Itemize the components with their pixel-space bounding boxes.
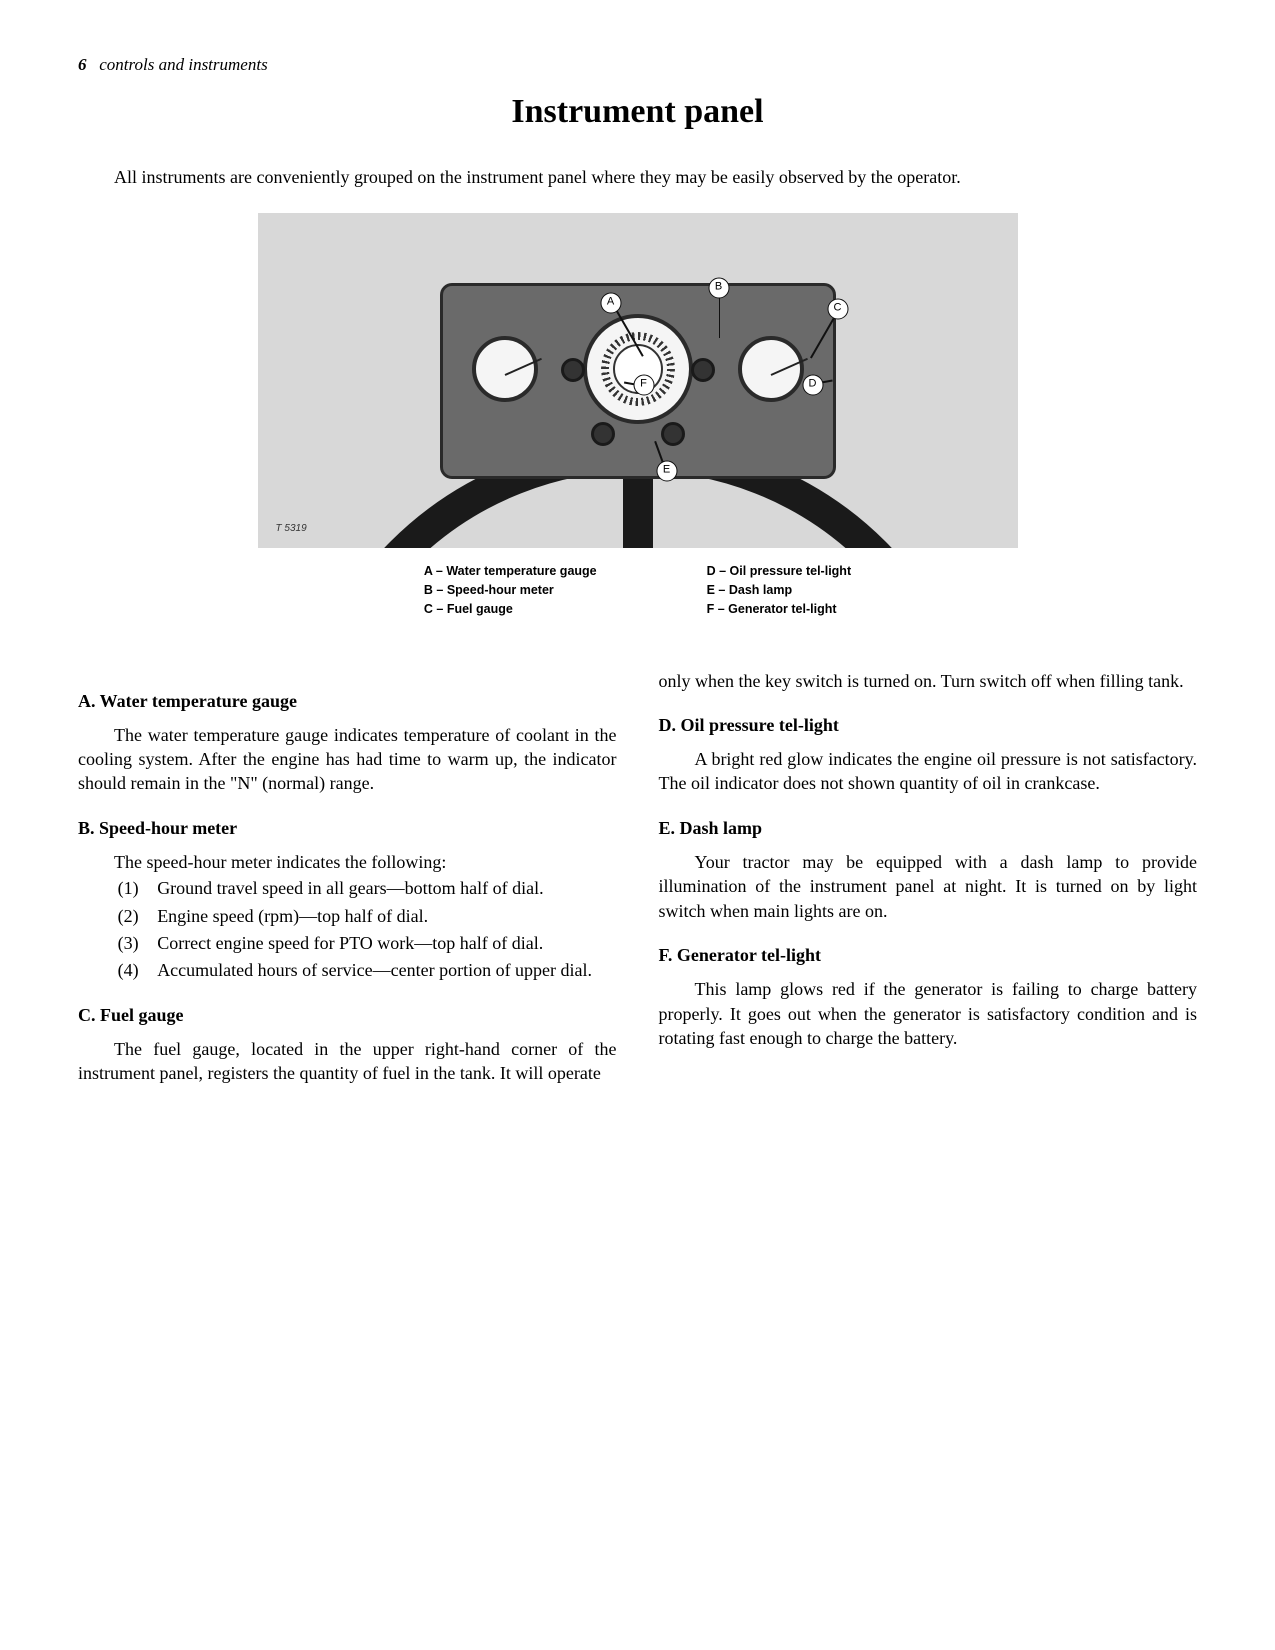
document-page: 6 controls and instruments Instrument pa…: [0, 0, 1275, 1650]
callout-C: C: [827, 299, 848, 320]
section-heading-E: E. Dash lamp: [659, 816, 1198, 840]
section-heading-C: C. Fuel gauge: [78, 1003, 617, 1027]
list-item: (2)Engine speed (rpm)—top half of dial.: [118, 904, 617, 928]
section-heading-B: B. Speed-hour meter: [78, 816, 617, 840]
section-C-text: The fuel gauge, located in the upper rig…: [78, 1037, 617, 1086]
legend-left: A – Water temperature gauge B – Speed-ho…: [424, 562, 597, 618]
section-B-intro: The speed-hour meter indicates the follo…: [78, 850, 617, 874]
list-item: (4)Accumulated hours of service—center p…: [118, 958, 617, 982]
section-C-text-continued: only when the key switch is turned on. T…: [659, 669, 1198, 693]
oil-pressure-tel-light: [691, 358, 715, 382]
right-column: only when the key switch is turned on. T…: [659, 669, 1198, 1096]
fuel-gauge: [738, 336, 804, 402]
legend-item: F – Generator tel-light: [707, 600, 851, 619]
list-item: (1)Ground travel speed in all gears—bott…: [118, 876, 617, 900]
legend-right: D – Oil pressure tel-light E – Dash lamp…: [707, 562, 851, 618]
water-temp-gauge: [472, 336, 538, 402]
section-name: controls and instruments: [99, 55, 267, 74]
callout-F: F: [633, 375, 654, 396]
section-E-text: Your tractor may be equipped with a dash…: [659, 850, 1198, 923]
legend-item: C – Fuel gauge: [424, 600, 597, 619]
figure-id: T 5319: [276, 523, 307, 534]
body-columns: A. Water temperature gauge The water tem…: [78, 669, 1197, 1096]
generator-tel-light: [561, 358, 585, 382]
section-heading-D: D. Oil pressure tel-light: [659, 713, 1198, 737]
figure-legend: A – Water temperature gauge B – Speed-ho…: [78, 562, 1197, 618]
instrument-panel-figure: A B C D E F T 5319: [258, 213, 1018, 548]
legend-item: A – Water temperature gauge: [424, 562, 597, 581]
dash-lamp: [661, 422, 685, 446]
section-F-text: This lamp glows red if the generator is …: [659, 977, 1198, 1050]
legend-item: B – Speed-hour meter: [424, 581, 597, 600]
section-heading-A: A. Water temperature gauge: [78, 689, 617, 713]
page-title: Instrument panel: [78, 93, 1197, 131]
intro-paragraph: All instruments are conveniently grouped…: [78, 165, 1197, 189]
callout-B: B: [708, 278, 729, 299]
section-B-list: (1)Ground travel speed in all gears—bott…: [78, 876, 617, 982]
left-column: A. Water temperature gauge The water tem…: [78, 669, 617, 1096]
section-A-text: The water temperature gauge indicates te…: [78, 723, 617, 796]
callout-E: E: [656, 461, 677, 482]
speed-hour-meter-gauge: [583, 314, 693, 424]
legend-item: D – Oil pressure tel-light: [707, 562, 851, 581]
legend-item: E – Dash lamp: [707, 581, 851, 600]
section-D-text: A bright red glow indicates the engine o…: [659, 747, 1198, 796]
callout-D: D: [802, 375, 823, 396]
running-header: 6 controls and instruments: [78, 55, 1197, 75]
page-number: 6: [78, 55, 87, 74]
list-item: (3)Correct engine speed for PTO work—top…: [118, 931, 617, 955]
section-heading-F: F. Generator tel-light: [659, 943, 1198, 967]
dash-lamp: [591, 422, 615, 446]
callout-A: A: [600, 293, 621, 314]
